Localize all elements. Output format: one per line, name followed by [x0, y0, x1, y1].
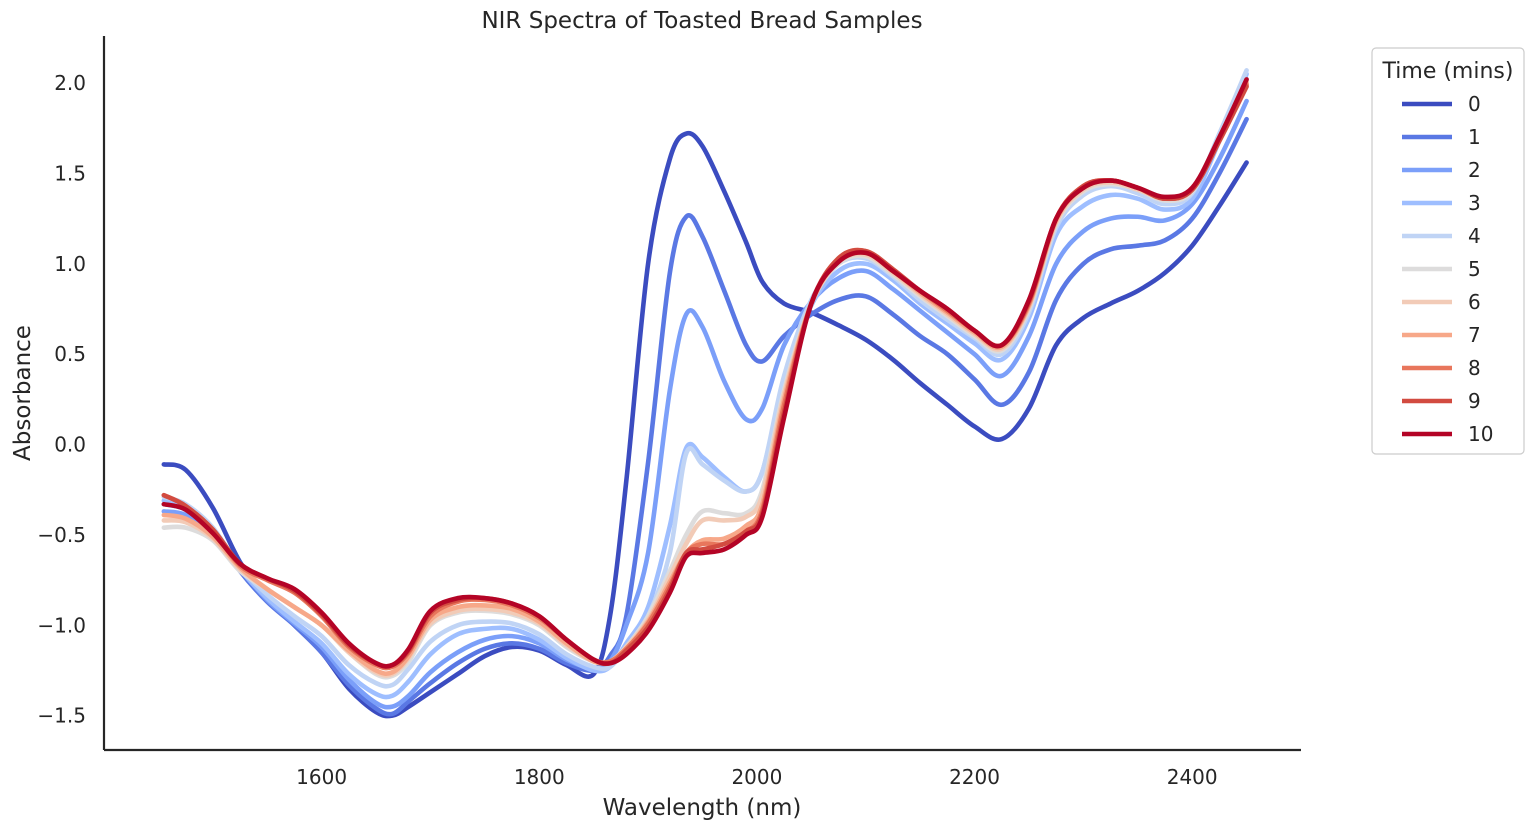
- legend-label: 9: [1468, 389, 1481, 413]
- series-line-1: [161, 116, 1249, 717]
- series-line-6: [161, 78, 1249, 678]
- legend-item: 6: [1402, 290, 1481, 314]
- legend-item: 3: [1402, 191, 1481, 215]
- plot-lines: [161, 68, 1249, 719]
- legend-item: 7: [1402, 323, 1481, 347]
- legend-item: 2: [1402, 158, 1481, 182]
- legend-item: 1: [1402, 125, 1481, 149]
- x-tick-label: 2000: [731, 765, 782, 789]
- series-line-8: [161, 82, 1249, 671]
- legend-frame: [1371, 47, 1525, 455]
- legend-label: 2: [1468, 158, 1481, 182]
- legend-label: 5: [1468, 257, 1481, 281]
- y-tick-label: −1.0: [37, 613, 86, 637]
- legend-item: 0: [1402, 92, 1481, 116]
- x-tick-label: 2200: [949, 765, 1000, 789]
- x-tick-label: 2400: [1167, 765, 1218, 789]
- y-tick-label: 2.0: [54, 71, 86, 95]
- legend-label: 6: [1468, 290, 1481, 314]
- y-tick-label: 1.0: [54, 252, 86, 276]
- y-tick-label: 0.5: [54, 342, 86, 366]
- legend-items: 0 1 2 3 4 5 6 7 8 9 10: [1402, 92, 1493, 446]
- y-tick-label: 0.0: [54, 433, 86, 457]
- legend-label: 0: [1468, 92, 1481, 116]
- series-line-2: [161, 98, 1249, 710]
- legend-label: 8: [1468, 356, 1481, 380]
- series-line-0: [161, 130, 1249, 719]
- x-tick-labels: 1600 1800 2000 2200 2400: [296, 765, 1217, 789]
- x-tick-label: 1800: [514, 765, 565, 789]
- legend-item: 4: [1402, 224, 1481, 248]
- y-tick-labels: −1.5 −1.0 −0.5 0.0 0.5 1.0 1.5 2.0: [37, 71, 86, 728]
- legend-label: 10: [1468, 422, 1493, 446]
- y-tick-label: 1.5: [54, 161, 86, 185]
- y-axis-label: Absorbance: [10, 325, 36, 461]
- chart-title: NIR Spectra of Toasted Bread Samples: [481, 8, 922, 34]
- series-line-5: [161, 77, 1249, 680]
- legend-item: 8: [1402, 356, 1481, 380]
- legend-label: 7: [1468, 323, 1481, 347]
- y-tick-label: −0.5: [37, 523, 86, 547]
- legend-item: 5: [1402, 257, 1481, 281]
- x-axis-label: Wavelength (nm): [603, 795, 802, 821]
- legend-label: 4: [1468, 224, 1481, 248]
- y-tick-label: −1.5: [37, 704, 86, 728]
- x-tick-label: 1600: [296, 765, 347, 789]
- series-line-7: [161, 80, 1249, 677]
- legend-label: 3: [1468, 191, 1481, 215]
- legend-item: 9: [1402, 389, 1481, 413]
- series-line-10: [161, 77, 1249, 669]
- legend-item: 10: [1402, 422, 1493, 446]
- series-line-4: [161, 68, 1249, 689]
- series-line-9: [161, 84, 1249, 669]
- axes: [102, 36, 1301, 752]
- legend-label: 1: [1468, 125, 1481, 149]
- series-line-3: [161, 71, 1249, 700]
- legend: Time (mins) 0 1 2 3 4 5 6 7 8 9 10: [1371, 47, 1525, 455]
- legend-title: Time (mins): [1382, 59, 1514, 84]
